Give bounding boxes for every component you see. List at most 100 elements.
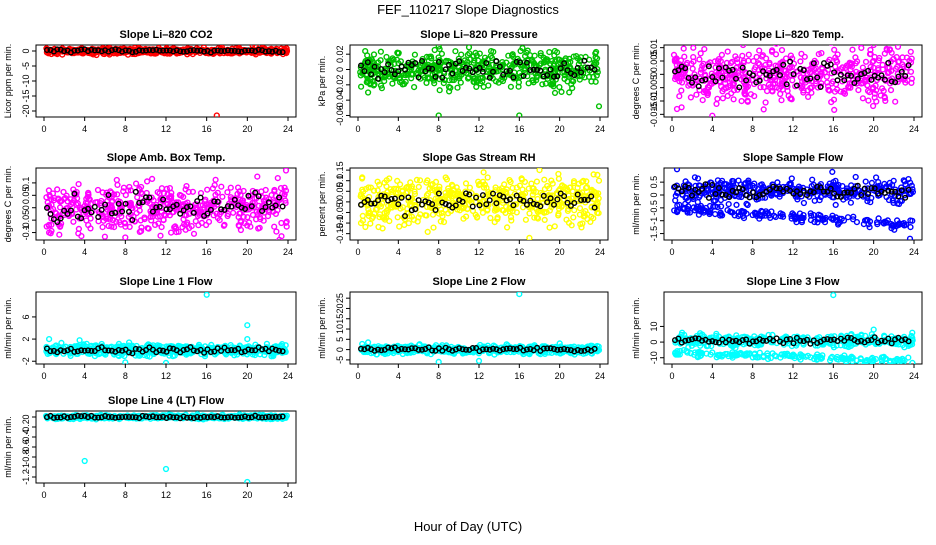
- outlier-point: [597, 178, 602, 183]
- x-tick-label: 24: [283, 124, 293, 134]
- data-point: [474, 85, 479, 90]
- hourly-point: [572, 201, 577, 206]
- x-tick-label: 8: [123, 124, 128, 134]
- data-point: [833, 203, 838, 208]
- data-point: [697, 57, 702, 62]
- hourly-point: [393, 196, 398, 201]
- hourly-point: [447, 63, 452, 68]
- data-point: [418, 178, 423, 183]
- data-point: [363, 225, 368, 230]
- data-point: [103, 234, 108, 239]
- data-point: [114, 178, 119, 183]
- x-tick-label: 12: [161, 247, 171, 257]
- data-point: [908, 49, 913, 54]
- data-point: [552, 224, 557, 229]
- data-point: [406, 221, 411, 226]
- points-group: [358, 44, 602, 118]
- data-point: [677, 94, 682, 99]
- y-tick-label: 10: [335, 324, 345, 334]
- data-point: [192, 231, 197, 236]
- x-tick-label: 24: [283, 247, 293, 257]
- hourly-point: [376, 198, 381, 203]
- y-axis-label: ml/min per min.: [631, 173, 641, 235]
- data-point: [76, 182, 81, 187]
- data-point: [893, 99, 898, 104]
- y-tick-label: -5: [21, 62, 31, 70]
- y-tick-label: 0: [649, 192, 659, 197]
- data-point: [527, 211, 532, 216]
- hourly-point: [48, 212, 53, 217]
- x-tick-label: 16: [828, 247, 838, 257]
- hourly-point: [79, 216, 84, 221]
- data-point: [397, 224, 402, 229]
- x-tick-label: 4: [396, 247, 401, 257]
- data-point: [100, 225, 105, 230]
- hourly-point: [134, 190, 139, 195]
- data-point: [746, 52, 751, 57]
- data-point: [412, 85, 417, 90]
- y-tick-label: 5: [335, 337, 345, 342]
- outlier-point: [366, 90, 371, 95]
- y-tick-label: 0: [335, 347, 345, 352]
- data-point: [228, 185, 233, 190]
- x-tick-label: 8: [436, 371, 441, 381]
- x-tick-label: 16: [202, 371, 212, 381]
- hourly-point: [757, 79, 762, 84]
- hourly-point: [747, 195, 752, 200]
- y-tick-label: -0.1: [21, 225, 31, 241]
- x-tick-label: 4: [710, 247, 715, 257]
- hourly-point: [192, 211, 197, 216]
- hourly-point: [267, 200, 272, 205]
- hourly-point: [552, 202, 557, 207]
- hourly-point: [707, 196, 712, 201]
- data-point: [559, 90, 564, 95]
- data-point: [702, 47, 707, 52]
- data-point: [431, 225, 436, 230]
- x-tick-label: 16: [202, 247, 212, 257]
- y-axis-label: ml/min per min.: [317, 297, 327, 359]
- hourly-point: [866, 192, 871, 197]
- data-point: [779, 98, 784, 103]
- data-point: [160, 186, 165, 191]
- data-point: [231, 210, 236, 215]
- data-point: [774, 52, 779, 57]
- y-tick-label: 0: [21, 48, 31, 53]
- hourly-point: [416, 198, 421, 203]
- data-point: [763, 100, 768, 105]
- data-point: [691, 45, 696, 50]
- data-point: [542, 218, 547, 223]
- data-point: [134, 181, 139, 186]
- panel-title: Slope Sample Flow: [743, 152, 844, 164]
- data-point: [368, 221, 373, 226]
- data-point: [442, 220, 447, 225]
- data-point: [681, 46, 686, 51]
- data-point: [587, 57, 592, 62]
- data-point: [547, 50, 552, 55]
- data-point: [829, 40, 834, 45]
- y-tick-label: -0.15: [335, 223, 345, 244]
- data-point: [55, 187, 60, 192]
- x-tick-label: 24: [283, 371, 293, 381]
- x-tick-label: 20: [869, 124, 879, 134]
- y-tick-label: 2: [21, 337, 31, 342]
- outlier-point: [597, 104, 602, 109]
- data-point: [488, 216, 493, 221]
- hourly-point: [494, 59, 499, 64]
- data-point: [542, 177, 547, 182]
- y-tick-label: -1: [649, 217, 659, 225]
- outlier-point: [169, 230, 174, 235]
- data-point: [673, 198, 678, 203]
- hourly-point: [406, 195, 411, 200]
- y-axis-label: percent per min.: [317, 171, 327, 236]
- data-point: [689, 95, 694, 100]
- hourly-point: [835, 78, 840, 83]
- data-point: [849, 200, 854, 205]
- data-point: [812, 198, 817, 203]
- data-point: [225, 190, 230, 195]
- data-point: [135, 195, 140, 200]
- outlier-point: [245, 337, 250, 342]
- y-tick-label: -0.06: [335, 105, 345, 126]
